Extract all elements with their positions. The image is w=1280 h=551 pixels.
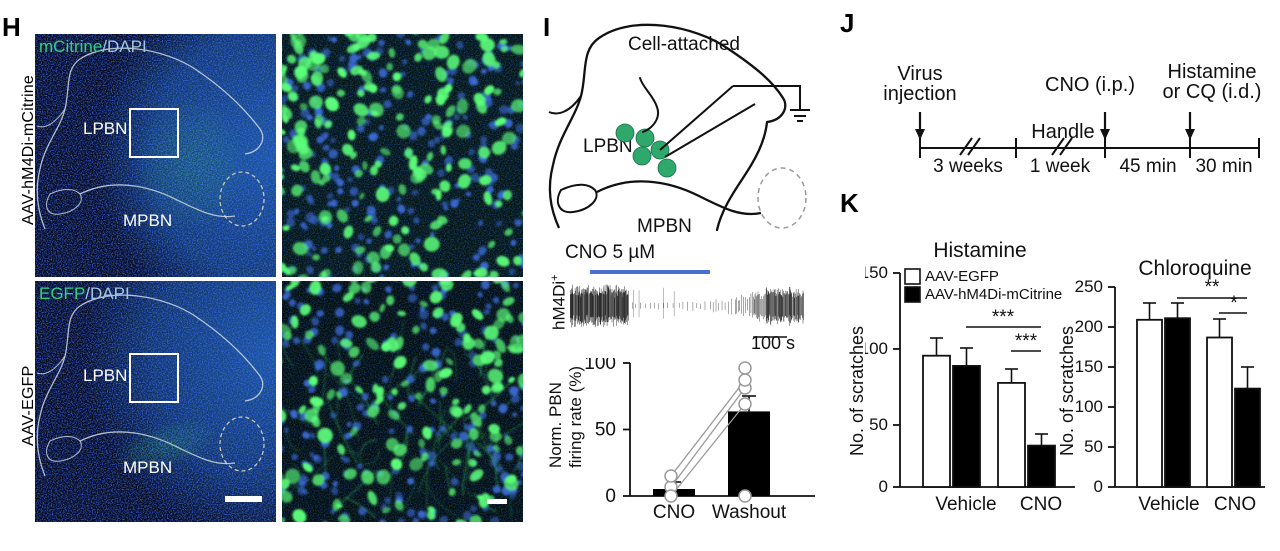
svg-text:0: 0 xyxy=(605,486,616,507)
svg-text:EGFP/DAPI: EGFP/DAPI xyxy=(39,284,130,303)
svg-text:30 min: 30 min xyxy=(1195,156,1252,175)
svg-text:200: 200 xyxy=(1075,317,1103,336)
svg-text:150: 150 xyxy=(1075,357,1103,376)
svg-text:3 weeks: 3 weeks xyxy=(933,156,1003,175)
svg-text:Handle: Handle xyxy=(1031,121,1094,143)
svg-text:mCitrine/DAPI: mCitrine/DAPI xyxy=(39,37,147,56)
svg-text:AAV-hM4Di-mCitrine: AAV-hM4Di-mCitrine xyxy=(925,286,1062,303)
svg-text:50: 50 xyxy=(869,415,888,434)
svg-text:0: 0 xyxy=(879,477,888,496)
svg-text:50: 50 xyxy=(595,420,616,441)
svg-text:Vehicle: Vehicle xyxy=(1138,494,1199,515)
svg-text:**: ** xyxy=(1205,277,1220,298)
svg-text:LPBN: LPBN xyxy=(83,366,127,385)
svg-text:***: *** xyxy=(992,307,1015,328)
svg-text:AAV-EGFP: AAV-EGFP xyxy=(925,268,999,285)
svg-text:LPBN: LPBN xyxy=(83,119,127,138)
svg-text:45 min: 45 min xyxy=(1119,156,1176,175)
svg-text:Norm. PBN: Norm. PBN xyxy=(546,382,565,468)
svg-text:or CQ (i.d.): or CQ (i.d.) xyxy=(1163,81,1262,103)
svg-text:0: 0 xyxy=(1094,477,1103,496)
svg-text:*: * xyxy=(1230,293,1238,314)
svg-text:1 week: 1 week xyxy=(1030,156,1091,175)
svg-text:CNO (i.p.): CNO (i.p.) xyxy=(1045,74,1135,96)
svg-text:Washout: Washout xyxy=(712,502,787,523)
svg-text:100: 100 xyxy=(865,339,888,358)
svg-text:CNO: CNO xyxy=(1214,494,1256,515)
svg-text:Chloroquine: Chloroquine xyxy=(1138,257,1251,280)
svg-text:MPBN: MPBN xyxy=(637,216,692,237)
svg-text:MPBN: MPBN xyxy=(123,211,172,230)
svg-text:100: 100 xyxy=(584,358,616,374)
svg-text:CNO: CNO xyxy=(1020,494,1062,515)
svg-text:50: 50 xyxy=(1084,437,1103,456)
svg-text:Virus: Virus xyxy=(897,63,942,85)
svg-text:injection: injection xyxy=(883,83,956,105)
svg-text:Vehicle: Vehicle xyxy=(935,494,996,515)
svg-text:250: 250 xyxy=(1075,277,1103,296)
svg-text:***: *** xyxy=(1015,331,1038,352)
svg-text:150: 150 xyxy=(865,263,888,282)
svg-text:Histamine: Histamine xyxy=(1168,61,1257,83)
svg-text:MPBN: MPBN xyxy=(123,458,172,477)
svg-text:CNO: CNO xyxy=(653,502,695,523)
svg-text:firing rate (%): firing rate (%) xyxy=(566,366,585,468)
svg-text:100: 100 xyxy=(1075,397,1103,416)
svg-text:Histamine: Histamine xyxy=(933,239,1026,262)
